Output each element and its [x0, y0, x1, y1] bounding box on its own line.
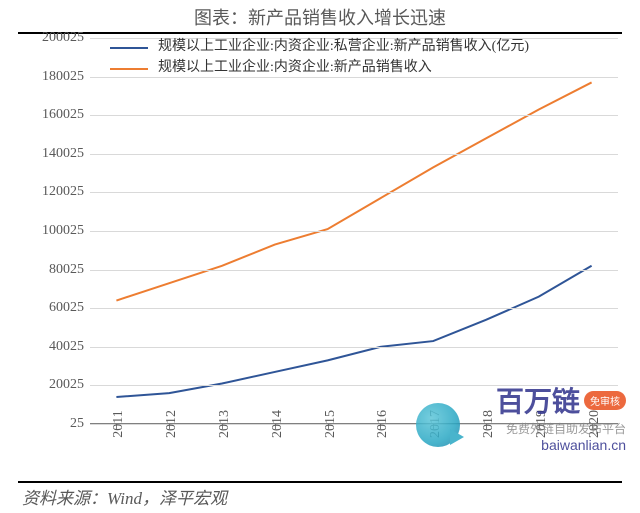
watermark-sub: 免费外链自助发布平台	[496, 420, 626, 437]
y-tick-label: 140025	[20, 146, 90, 162]
y-tick-label: 60025	[20, 300, 90, 316]
watermark: 百万链 免审核 免费外链自助发布平台 baiwanlian.cn	[496, 380, 626, 453]
gridline	[90, 347, 618, 348]
gridline	[90, 308, 618, 309]
source-footer: 资料来源：Wind，泽平宏观	[22, 484, 227, 509]
plot-area: 2520025400256002580025100025120025140025…	[90, 38, 618, 424]
divider-bottom	[18, 481, 622, 483]
legend-item: 规模以上工业企业:内资企业:新产品销售收入	[110, 59, 590, 78]
gridline	[90, 270, 618, 271]
gridline	[90, 192, 618, 193]
x-tick-label: 2014	[264, 410, 286, 438]
gridline	[90, 154, 618, 155]
y-tick-label: 100025	[20, 223, 90, 239]
x-tick-label: 2016	[369, 410, 391, 438]
x-tick-label: 2013	[211, 410, 233, 438]
legend-label: 规模以上工业企业:内资企业:私营企业:新产品销售收入(亿元)	[158, 38, 590, 57]
legend-label: 规模以上工业企业:内资企业:新产品销售收入	[158, 59, 590, 78]
gridline	[90, 115, 618, 116]
x-tick-label: 2011	[105, 410, 127, 437]
legend-swatch	[110, 47, 148, 49]
series-line	[116, 266, 591, 397]
legend: 规模以上工业企业:内资企业:私营企业:新产品销售收入(亿元) 规模以上工业企业:内…	[110, 38, 590, 80]
y-tick-label: 80025	[20, 262, 90, 278]
legend-swatch	[110, 68, 148, 70]
legend-item: 规模以上工业企业:内资企业:私营企业:新产品销售收入(亿元)	[110, 38, 590, 57]
x-tick-label: 2012	[158, 410, 180, 438]
x-tick-label: 2015	[317, 410, 339, 438]
watermark-icon	[416, 403, 460, 447]
watermark-badge: 免审核	[584, 391, 626, 410]
watermark-brand-text: 百万链	[496, 380, 580, 420]
watermark-brand: 百万链 免审核	[496, 380, 626, 420]
y-tick-label: 20025	[20, 377, 90, 393]
y-tick-label: 25	[20, 416, 90, 432]
chart-title: 图表：新产品销售收入增长迅速	[0, 0, 640, 30]
y-tick-label: 180025	[20, 69, 90, 85]
y-tick-label: 200025	[20, 30, 90, 46]
watermark-url: baiwanlian.cn	[496, 437, 626, 453]
y-tick-label: 120025	[20, 184, 90, 200]
x-tick-label: 2018	[475, 410, 497, 438]
divider-top	[18, 32, 622, 34]
y-tick-label: 40025	[20, 339, 90, 355]
chart-container: 图表：新产品销售收入增长迅速 2520025400256002580025100…	[0, 0, 640, 513]
y-tick-label: 160025	[20, 107, 90, 123]
gridline	[90, 231, 618, 232]
